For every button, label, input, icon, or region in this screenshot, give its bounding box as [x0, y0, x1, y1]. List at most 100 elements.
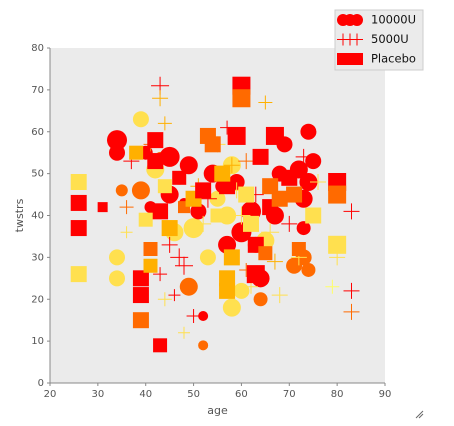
point: [305, 207, 322, 224]
point: [252, 148, 269, 165]
point: [153, 267, 168, 282]
point: [271, 287, 288, 304]
point: [161, 220, 178, 237]
point: [153, 338, 168, 353]
point: [70, 194, 87, 211]
legend-label: Placebo: [371, 52, 416, 66]
x-tick-label: 40: [139, 389, 152, 400]
x-axis-label: age: [207, 404, 228, 417]
point: [232, 206, 251, 225]
point: [219, 282, 236, 299]
point: [132, 270, 149, 287]
point: [70, 220, 87, 237]
point: [233, 282, 250, 299]
point: [243, 215, 259, 232]
point: [109, 270, 125, 287]
point: [109, 249, 125, 266]
y-tick-label: 20: [31, 294, 44, 305]
point: [107, 130, 127, 151]
point: [172, 170, 187, 185]
point: [223, 157, 240, 174]
point: [131, 181, 150, 200]
point: [281, 215, 298, 232]
point: [305, 153, 322, 170]
point: [143, 242, 158, 256]
point: [152, 203, 169, 220]
point: [157, 292, 172, 307]
point: [152, 90, 169, 107]
point: [343, 203, 360, 220]
point: [219, 270, 236, 287]
point: [132, 287, 149, 304]
point: [328, 185, 347, 204]
point: [218, 235, 237, 254]
point: [291, 242, 306, 256]
point: [168, 289, 181, 302]
point: [138, 212, 153, 227]
point: [143, 258, 158, 273]
point: [119, 200, 134, 215]
point: [343, 282, 360, 299]
x-tick-label: 20: [44, 389, 57, 400]
point: [175, 256, 193, 275]
legend-label: 5000U: [371, 32, 409, 46]
point: [109, 144, 125, 161]
point: [343, 303, 360, 320]
x-tick-label: 60: [235, 389, 248, 400]
legend-marker: [351, 33, 363, 46]
point: [261, 223, 280, 242]
point: [195, 215, 212, 232]
point: [190, 203, 207, 220]
y-tick-label: 70: [31, 85, 44, 96]
y-tick-label: 10: [31, 336, 44, 347]
point: [266, 253, 283, 270]
legend-marker: [351, 14, 363, 26]
point: [328, 235, 347, 254]
point: [115, 184, 128, 197]
point: [186, 309, 201, 323]
x-tick-label: 80: [331, 389, 344, 400]
point: [132, 312, 149, 329]
point: [204, 136, 221, 153]
point: [157, 179, 172, 194]
legend-label: 10000U: [371, 13, 416, 27]
point: [258, 95, 273, 110]
point: [70, 266, 87, 283]
point: [129, 145, 144, 160]
y-tick-label: 50: [31, 169, 44, 180]
point: [199, 249, 216, 266]
point: [179, 156, 198, 175]
point: [132, 111, 149, 128]
point: [286, 186, 303, 203]
y-axis-label: twstrs: [13, 198, 26, 232]
point: [253, 292, 268, 307]
x-tick-label: 30: [91, 389, 104, 400]
point: [161, 236, 178, 253]
point: [183, 218, 204, 239]
point: [296, 221, 311, 236]
x-tick-label: 90: [379, 389, 392, 400]
x-tick-label: 70: [283, 389, 296, 400]
legend-marker: [351, 53, 363, 65]
point: [97, 202, 108, 213]
y-tick-label: 40: [31, 211, 44, 222]
y-tick-label: 80: [31, 43, 44, 54]
point: [214, 165, 231, 182]
point: [209, 190, 226, 207]
legend: 10000U 5000U Placebo: [334, 9, 424, 71]
point: [120, 226, 133, 239]
point: [227, 126, 246, 145]
point: [198, 311, 209, 321]
point: [147, 153, 164, 170]
point: [310, 174, 326, 190]
point: [325, 279, 340, 294]
point: [295, 148, 312, 165]
point: [271, 190, 288, 207]
point: [195, 182, 212, 199]
resize-handle: [415, 410, 424, 419]
point: [258, 246, 273, 261]
point: [222, 298, 241, 317]
point: [238, 153, 255, 170]
point: [219, 178, 236, 195]
